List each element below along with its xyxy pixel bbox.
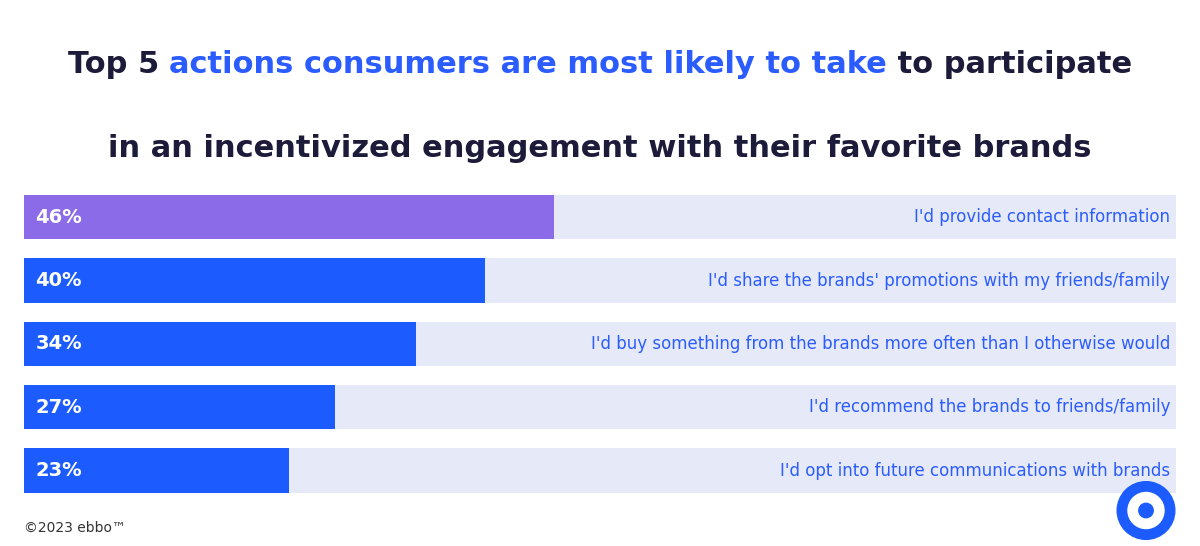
Text: I'd provide contact information: I'd provide contact information — [914, 209, 1170, 226]
Text: 46%: 46% — [36, 208, 83, 227]
Text: I'd buy something from the brands more often than I otherwise would: I'd buy something from the brands more o… — [590, 335, 1170, 353]
Bar — [24, 322, 1176, 366]
Text: in an incentivized engagement with their favorite brands: in an incentivized engagement with their… — [108, 134, 1092, 163]
Text: to participate: to participate — [887, 50, 1133, 80]
Text: 23%: 23% — [36, 461, 82, 480]
Circle shape — [1117, 482, 1175, 539]
Text: I'd recommend the brands to friends/family: I'd recommend the brands to friends/fami… — [809, 399, 1170, 416]
Text: ©2023 ebbo™: ©2023 ebbo™ — [24, 521, 126, 535]
Bar — [24, 322, 415, 366]
Text: 34%: 34% — [36, 335, 82, 353]
Text: I'd share the brands' promotions with my friends/family: I'd share the brands' promotions with my… — [708, 272, 1170, 289]
Text: 27%: 27% — [36, 398, 82, 417]
Text: actions consumers are most likely to take: actions consumers are most likely to tak… — [169, 50, 887, 80]
Bar — [24, 448, 1176, 493]
Text: I'd opt into future communications with brands: I'd opt into future communications with … — [780, 462, 1170, 479]
Bar — [24, 385, 1176, 430]
Bar — [24, 448, 289, 493]
Text: 40%: 40% — [36, 271, 82, 290]
Text: Top 5: Top 5 — [67, 50, 169, 80]
Bar — [24, 385, 335, 430]
Circle shape — [1139, 503, 1153, 518]
Bar — [24, 258, 1176, 303]
Bar — [24, 195, 1176, 240]
Bar — [24, 258, 485, 303]
Bar — [24, 195, 554, 240]
Circle shape — [1128, 492, 1164, 529]
